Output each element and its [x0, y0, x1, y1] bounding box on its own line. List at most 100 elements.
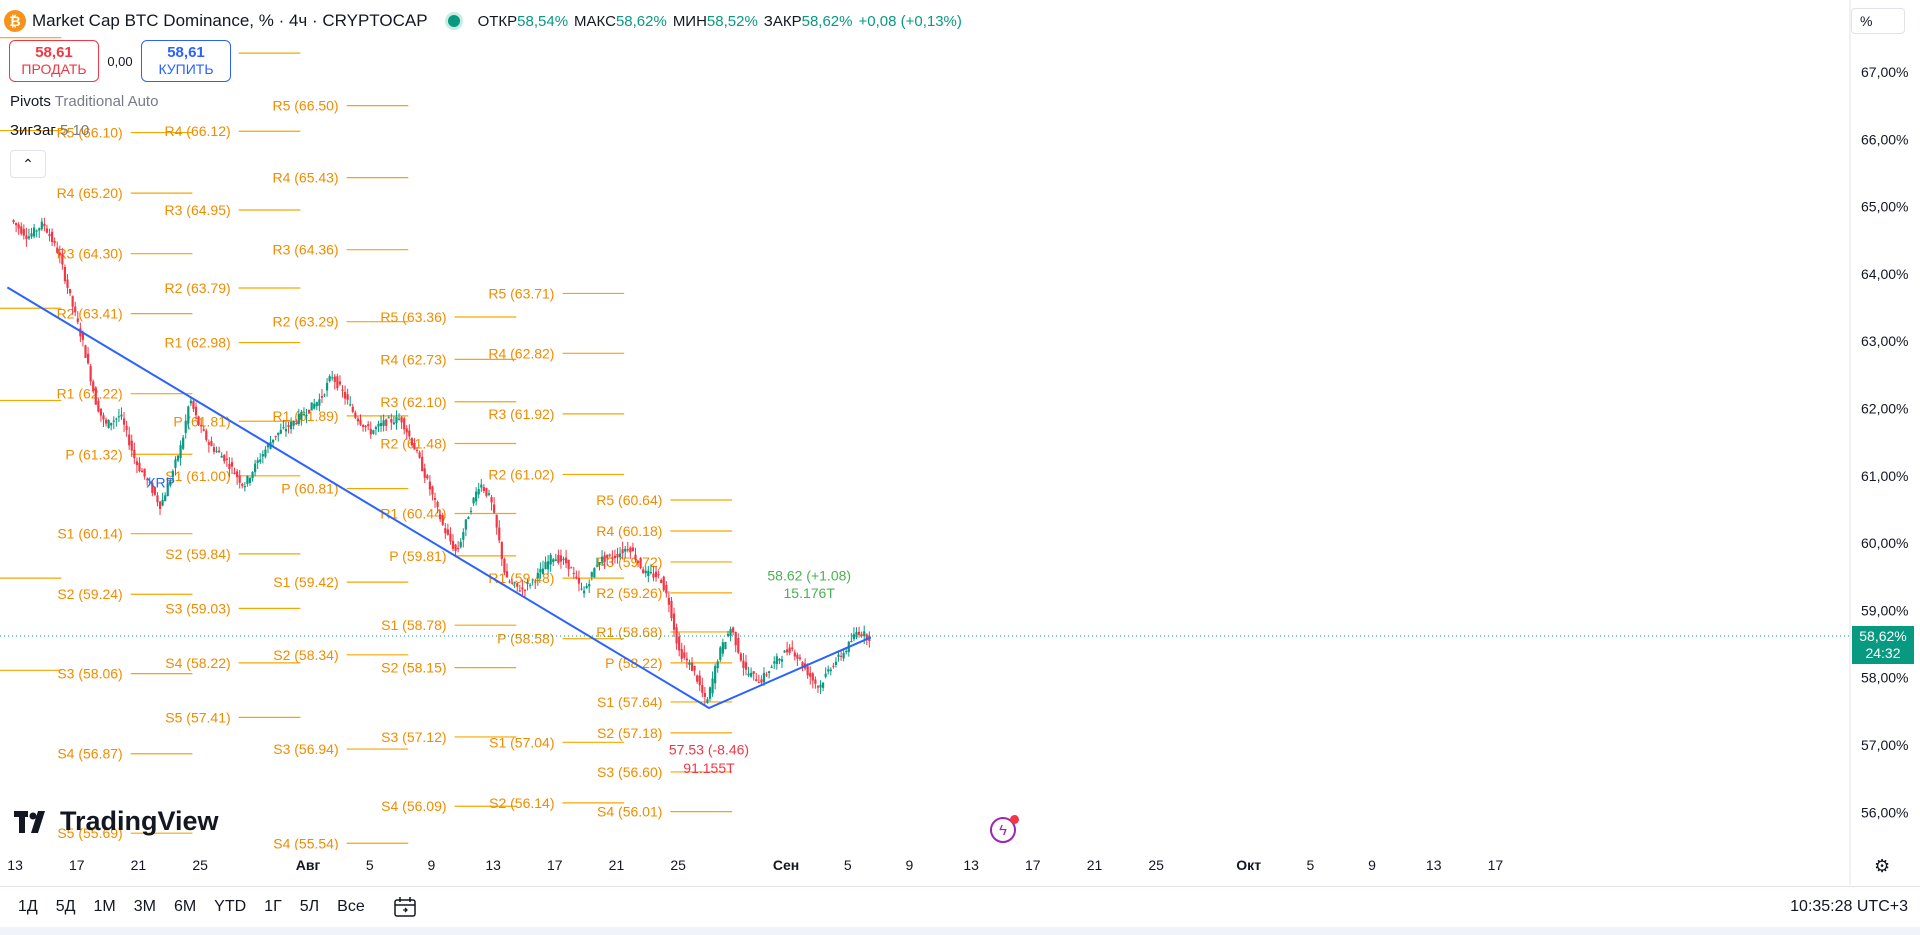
candle-body: [649, 572, 653, 574]
pivot-label-r2: R2 (61.02): [488, 466, 554, 482]
pivot-label-s2: S2 (58.34): [273, 647, 338, 663]
candle-body: [780, 659, 784, 662]
candle-body: [341, 389, 344, 391]
candle-body: [647, 570, 650, 577]
candle-body: [809, 672, 812, 677]
candle-body: [732, 627, 735, 633]
candle-body: [819, 684, 822, 688]
candle-body: [197, 416, 200, 425]
candle-body: [518, 590, 521, 592]
candle-body: [698, 675, 701, 686]
pivot-label-s3: S3 (59.03): [165, 600, 230, 616]
candle-body: [272, 439, 275, 443]
candle-body: [336, 376, 339, 389]
candle-body: [107, 419, 110, 429]
candle-body: [636, 561, 640, 564]
lightning-icon[interactable]: ϟ: [990, 817, 1016, 843]
candle-body: [405, 428, 408, 433]
range-5d[interactable]: 5Д: [55, 898, 76, 915]
range-1m[interactable]: 1М: [93, 898, 116, 915]
candle-body: [38, 228, 41, 231]
calendar-icon[interactable]: [393, 896, 419, 918]
candle-body: [274, 435, 277, 437]
zigzag-annotation: 57.53 (-8.46): [669, 742, 749, 758]
candle-body: [161, 499, 164, 506]
gear-icon[interactable]: ⚙: [1874, 856, 1891, 876]
candle-body: [613, 555, 617, 559]
y-tick-label: 66,00%: [1861, 131, 1908, 147]
candle-body: [215, 451, 218, 453]
clock[interactable]: 10:35:28 UTC+3: [1790, 898, 1908, 915]
candle-body: [786, 649, 789, 653]
candle-body: [387, 417, 390, 419]
collapse-indicators-button[interactable]: ⌃: [10, 150, 46, 178]
candle-body: [143, 468, 146, 477]
candle-body: [166, 484, 169, 497]
pivot-label-r4: R4 (62.82): [488, 345, 554, 361]
x-tick-label: 17: [547, 857, 563, 873]
candle-body: [462, 532, 465, 540]
candle-body: [539, 568, 542, 573]
candle-body: [200, 424, 203, 426]
symbol-title[interactable]: Market Cap BTC Dominance, % · 4ч · CRYPT…: [32, 11, 428, 30]
candle-body: [135, 461, 139, 466]
candle-body: [182, 437, 185, 449]
candle-body: [593, 568, 596, 578]
candle-body: [845, 650, 848, 653]
candle-body: [716, 661, 719, 669]
candle-body: [48, 234, 51, 237]
ohlc-open: ОТКР 58,54%: [477, 12, 569, 30]
candle-body: [608, 554, 611, 556]
range-5y[interactable]: 5Л: [299, 898, 320, 915]
x-tick-label: Окт: [1236, 857, 1261, 873]
sell-button[interactable]: 58,61 ПРОДАТЬ: [9, 40, 99, 82]
candle-body: [564, 557, 568, 564]
candle-body: [279, 429, 282, 434]
candle-body: [364, 425, 367, 427]
candle-body: [171, 471, 174, 477]
x-tick-label: 21: [609, 857, 625, 873]
range-6m[interactable]: 6М: [173, 898, 197, 915]
candle-body: [290, 422, 293, 429]
candle-body: [660, 579, 663, 583]
bottom-toolbar: 1Д 5Д 1М 3М 6М YTD 1Г 5Л Все 10:35:28 UT…: [0, 886, 1920, 927]
candle-body: [552, 559, 555, 563]
tradingview-logo[interactable]: TradingView: [14, 806, 219, 837]
candle-body: [333, 376, 336, 382]
last-price-tag: 58,62% 24:32: [1852, 625, 1914, 664]
pivot-label-p: P (61.32): [65, 446, 122, 462]
candle-body: [92, 381, 95, 392]
indicator-pivots[interactable]: Pivots Traditional Auto: [10, 93, 159, 110]
candle-body: [104, 419, 108, 424]
candle-body: [251, 472, 254, 479]
candle-body: [498, 527, 501, 541]
candle-body: [243, 486, 246, 488]
candle-body: [130, 440, 133, 451]
range-ytd[interactable]: YTD: [214, 898, 247, 915]
x-tick-label: Сен: [773, 857, 799, 873]
candle-body: [523, 589, 527, 591]
scale-mode-button[interactable]: %: [1851, 8, 1905, 34]
trade-panel: 58,61 ПРОДАТЬ 0,00 58,61 КУПИТЬ: [9, 40, 231, 82]
indicator-zigzag[interactable]: ЗигЗаг 5 10: [10, 122, 90, 139]
candle-body: [570, 567, 573, 569]
candle-body: [708, 687, 712, 699]
candle-body: [531, 579, 534, 581]
range-1d[interactable]: 1Д: [18, 898, 38, 915]
candle-body: [493, 504, 496, 513]
candle-body: [834, 661, 838, 665]
candle-body: [621, 549, 624, 554]
buy-button[interactable]: 58,61 КУПИТЬ: [141, 40, 231, 82]
candle-body: [670, 600, 673, 619]
candle-body: [688, 662, 691, 665]
range-all[interactable]: Все: [337, 898, 365, 915]
zigzag-line: [6, 286, 872, 710]
candle-body: [374, 427, 378, 429]
candle-body: [259, 459, 262, 462]
range-3m[interactable]: 3М: [133, 898, 156, 915]
pivot-label-r3: R3 (62.10): [380, 394, 446, 410]
candle-body: [696, 675, 699, 682]
range-1y[interactable]: 1Г: [264, 898, 282, 915]
candle-body: [631, 547, 635, 552]
